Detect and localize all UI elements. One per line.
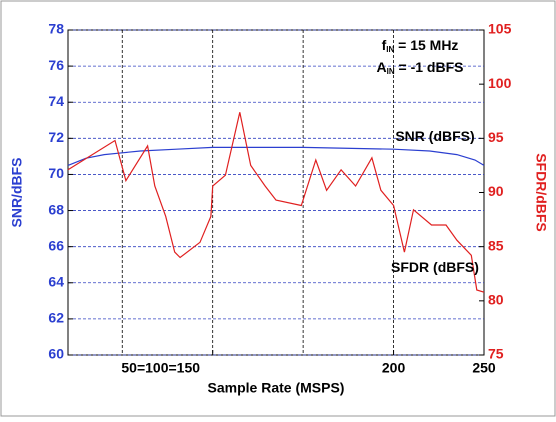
y-tick-label: 74 xyxy=(48,93,64,109)
annotation-text: SFDR (dBFS) xyxy=(391,259,479,275)
annotation: fIN = 15 MHz xyxy=(382,37,459,54)
y-tick-label: 70 xyxy=(48,165,64,181)
annotation-rest: = -1 dBFS xyxy=(395,59,464,75)
y-axis-label: SNR/dBFS xyxy=(9,158,25,228)
annotation: AIN = -1 dBFS xyxy=(377,59,464,76)
y-tick-label: 60 xyxy=(48,346,64,362)
y-tick-label: 66 xyxy=(48,237,64,253)
y2-tick-label: 100 xyxy=(488,75,512,91)
y2-axis-label: SFDR/dBFS xyxy=(533,153,549,232)
y-tick-label: 68 xyxy=(48,201,64,217)
y-tick-label: 76 xyxy=(48,57,64,73)
y2-tick-label: 90 xyxy=(488,183,504,199)
series-line xyxy=(67,146,485,166)
x-axis-label: Sample Rate (MSPS) xyxy=(208,380,345,396)
y-tick-label: 62 xyxy=(48,310,64,326)
y2-tick-label: 85 xyxy=(488,237,504,253)
x-tick-label: 200 xyxy=(382,360,406,376)
y-tick-label: 72 xyxy=(48,129,64,145)
y2-tick-label: 95 xyxy=(488,129,504,145)
annotation: SFDR (dBFS) xyxy=(391,259,479,275)
plot-area xyxy=(67,29,485,356)
series-line xyxy=(67,112,485,293)
y-tick-label: 78 xyxy=(48,21,64,37)
y2-tick-label: 75 xyxy=(488,346,504,362)
annotation: SNR (dBFS) xyxy=(395,128,474,144)
y-tick-label: 64 xyxy=(48,273,64,289)
annotation-text: SNR (dBFS) xyxy=(395,128,474,144)
annotation-text: f xyxy=(382,37,387,53)
annotation-sub: IN xyxy=(386,45,394,54)
annotation-sub: IN xyxy=(387,67,395,76)
x-tick-label: 50=100=150 xyxy=(121,360,200,376)
annotation-text: A xyxy=(377,59,387,75)
y2-tick-label: 105 xyxy=(488,21,512,37)
x-tick-label: 250 xyxy=(472,360,496,376)
annotation-rest: = 15 MHz xyxy=(394,37,458,53)
y2-tick-label: 80 xyxy=(488,292,504,308)
